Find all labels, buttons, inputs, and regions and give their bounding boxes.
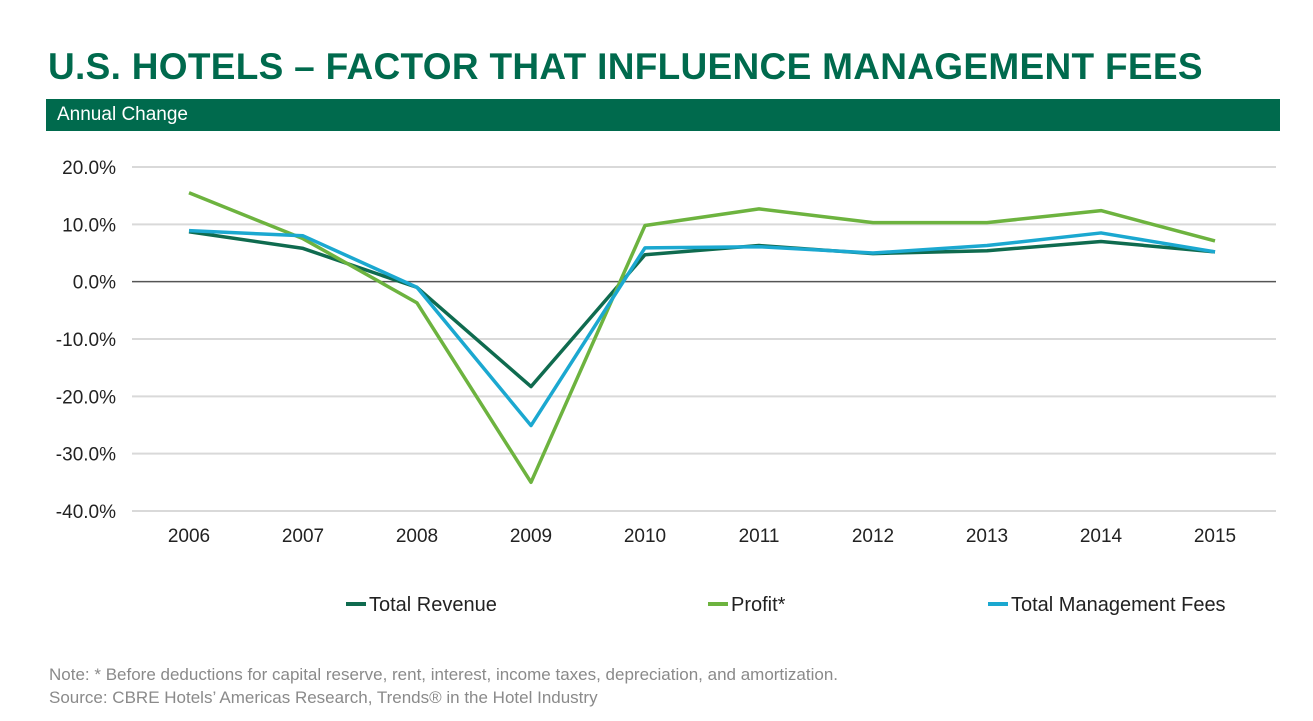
x-tick-label: 2009	[510, 526, 552, 547]
x-tick-label: 2008	[396, 526, 438, 547]
x-tick-label: 2014	[1080, 526, 1123, 547]
series-line-total-management-fees	[188, 228, 1216, 428]
x-tick-label: 2012	[852, 526, 894, 547]
x-tick-label: 2006	[168, 526, 210, 547]
y-tick-label: 10.0%	[62, 215, 116, 236]
y-tick-label: 0.0%	[73, 273, 116, 294]
source-note: Source: CBRE Hotels’ Americas Research, …	[49, 688, 598, 707]
legend-label: Total Management Fees	[1011, 594, 1226, 616]
y-tick-label: -10.0%	[56, 330, 116, 351]
x-tick-label: 2007	[282, 526, 324, 547]
x-tick-label: 2010	[624, 526, 666, 547]
y-tick-label: 20.0%	[62, 158, 116, 179]
y-tick-label: -20.0%	[56, 387, 116, 408]
y-tick-label: -30.0%	[56, 445, 116, 466]
x-tick-label: 2011	[739, 526, 780, 547]
x-tick-label: 2013	[966, 526, 1008, 547]
subtitle: Annual Change	[57, 104, 188, 125]
footnote: Note: * Before deductions for capital re…	[49, 665, 839, 684]
series-line-profit-	[188, 191, 1216, 485]
legend-label: Profit*	[731, 594, 786, 616]
legend-label: Total Revenue	[369, 594, 497, 616]
x-tick-label: 2015	[1194, 526, 1236, 547]
page-title: U.S. HOTELS – FACTOR THAT INFLUENCE MANA…	[48, 46, 1203, 87]
subtitle-bar: Annual Change	[46, 99, 1280, 131]
series-line-total-revenue	[188, 230, 1216, 389]
y-tick-label: -40.0%	[56, 502, 116, 523]
